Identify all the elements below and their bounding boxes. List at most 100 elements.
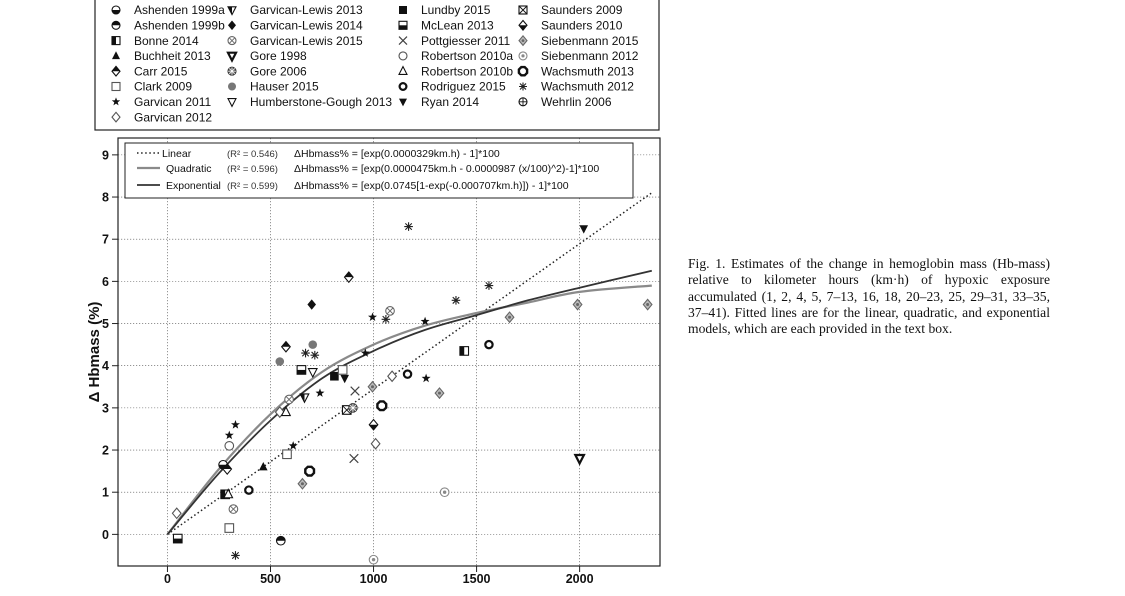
legend-marker: [398, 20, 408, 30]
legend-marker: [518, 51, 528, 61]
axes: 0 1 2 3 4 5 6 7 8 9 0 500 1000 1500 2000: [102, 148, 594, 586]
data-point: [367, 380, 378, 393]
data-point: [308, 340, 318, 349]
data-point: [572, 298, 583, 311]
legend-label: Carr 2015: [134, 64, 188, 78]
fit-name: Quadratic: [166, 163, 212, 175]
legend-marker: [519, 82, 527, 91]
data-point: [304, 465, 316, 477]
legend-marker: [112, 51, 120, 60]
legend-label: Robertson 2010a: [421, 49, 513, 63]
data-point: [330, 371, 339, 381]
legend-label: Wehrlin 2006: [541, 95, 612, 109]
fit-name: Linear: [162, 148, 192, 160]
data-point: [224, 430, 234, 440]
fit-r2: (R² = 0.596): [227, 164, 278, 175]
data-point: [368, 312, 377, 321]
quadratic-fit-line: [166, 284, 652, 536]
data-point: [299, 393, 310, 404]
data-point: [337, 365, 348, 375]
legend-label: Buchheit 2013: [134, 49, 211, 63]
data-point: [171, 507, 182, 520]
y-tick-label: 6: [102, 275, 109, 289]
linear-fit-line: [167, 192, 653, 535]
data-point: [223, 488, 234, 499]
x-tick-label: 1500: [463, 572, 491, 586]
x-tick-label: 2000: [566, 572, 594, 586]
y-tick-label: 5: [102, 317, 109, 331]
data-point: [301, 348, 310, 358]
data-point: [343, 271, 354, 284]
data-point: [421, 373, 431, 383]
figure-caption: Fig. 1. Estimates of the change in hemog…: [688, 256, 1050, 337]
legend-marker: [227, 36, 237, 46]
fitted-lines: [166, 192, 653, 536]
fit-equation: ΔHbmass% = [exp(0.0000329km.h) - 1]*100: [294, 148, 500, 160]
legend-label: Garvican-Lewis 2013: [250, 3, 363, 17]
data-point: [504, 311, 515, 324]
data-point: [434, 387, 445, 400]
legend-marker: [518, 19, 528, 31]
y-tick-label: 4: [102, 359, 109, 373]
data-point: [296, 365, 307, 375]
data-point: [350, 386, 360, 396]
data-point: [274, 406, 285, 419]
legend-label: Rodriguez 2015: [421, 80, 506, 94]
legend-label: Saunders 2009: [541, 3, 623, 17]
legend-marker: [227, 6, 237, 16]
data-points: [171, 222, 653, 565]
legend-marker: [226, 51, 238, 63]
legend-label: Ashenden 1999a: [134, 3, 225, 17]
legend-marker: [398, 51, 408, 61]
legend-label: Garvican 2012: [134, 110, 212, 124]
x-tick-label: 1000: [360, 572, 388, 586]
data-point: [402, 369, 413, 379]
legend-marker: [228, 82, 236, 91]
legend-marker: [227, 98, 237, 108]
legend-marker: [228, 20, 236, 31]
legend-label: Saunders 2010: [541, 19, 623, 33]
legend-marker: [518, 34, 528, 47]
data-point: [573, 453, 586, 466]
data-point: [404, 222, 413, 231]
legend-label: McLean 2013: [421, 19, 494, 33]
data-point: [307, 299, 317, 310]
data-point: [231, 551, 240, 560]
legend-marker: [399, 6, 407, 14]
data-point: [439, 487, 450, 498]
legend-marker: [111, 97, 121, 106]
legend-label: Gore 2006: [250, 64, 307, 78]
legend-marker: [399, 98, 407, 107]
fit-name: Exponential: [166, 180, 221, 192]
y-tick-label: 3: [102, 401, 109, 415]
legend-label: Pottgiesser 2011: [421, 34, 510, 48]
data-point: [340, 374, 349, 384]
data-point: [451, 296, 461, 305]
y-tick-label: 0: [102, 528, 109, 542]
legend-label: Wachsmuth 2013: [541, 64, 634, 78]
legend-label: Lundby 2015: [421, 3, 491, 17]
plot-area: [117, 137, 661, 567]
y-axis-label: Δ Hbmass (%): [86, 302, 103, 403]
data-point: [348, 403, 358, 413]
legend-label: Gore 1998: [250, 49, 307, 63]
data-point: [349, 453, 359, 464]
legend-label: Siebenmann 2015: [541, 34, 639, 48]
legend-label: Garvican 2011: [134, 95, 211, 109]
legend-label: Clark 2009: [134, 80, 192, 94]
data-point: [228, 504, 239, 514]
legend-marker: [518, 97, 528, 107]
y-tick-label: 7: [102, 233, 109, 247]
data-point: [385, 306, 395, 316]
legend-label: Humberstone-Gough 2013: [250, 95, 392, 109]
fit-equation: ΔHbmass% = [exp(0.0745[1-exp(-0.000707km…: [294, 180, 569, 192]
legend-label: Ashenden 1999b: [134, 19, 225, 33]
legend-label: Bonne 2014: [134, 34, 199, 48]
data-point: [579, 225, 589, 234]
data-point: [275, 357, 285, 366]
data-point: [420, 316, 430, 326]
fit-equation: ΔHbmass% = [exp(0.0000475km.h - 0.000098…: [294, 163, 599, 175]
legend-marker: [111, 20, 121, 30]
fit-box-frame: [124, 142, 634, 199]
